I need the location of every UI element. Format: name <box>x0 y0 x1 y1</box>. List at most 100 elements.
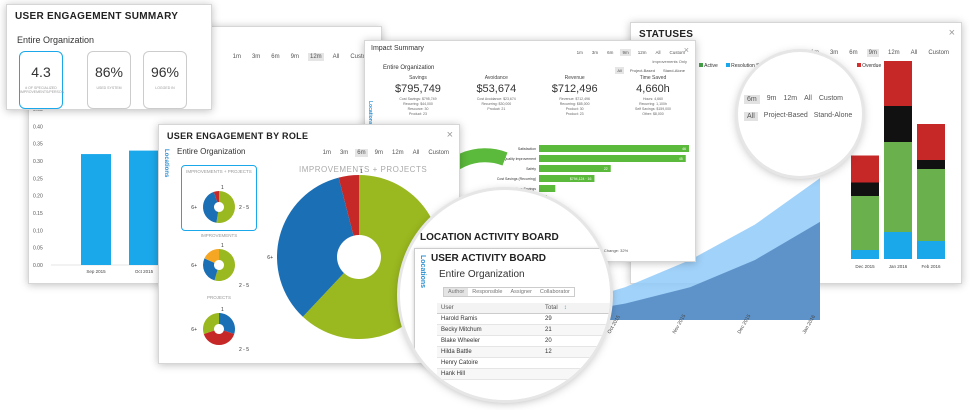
tab-custom[interactable]: Custom <box>928 50 949 56</box>
zoom-tab-custom[interactable]: Custom <box>818 95 843 102</box>
panel-title: USER ENGAGEMENT SUMMARY <box>15 11 179 22</box>
mini-donut-slice <box>216 191 235 223</box>
filter-project-based[interactable]: Project-Based <box>629 68 655 73</box>
user-total: 20 <box>545 338 552 344</box>
user-activity-panel: Locations USER ACTIVITY BOARD Entire Org… <box>414 248 610 400</box>
role-tab-responsible[interactable]: Responsible <box>472 289 503 295</box>
user-name: Harold Ramis <box>441 316 478 322</box>
table-row[interactable]: Harold Ramis 29 <box>437 314 610 325</box>
category-label: Cost Savings (Recurring) <box>497 177 536 181</box>
tab-3m[interactable]: 3m <box>591 50 599 55</box>
kpi-logged-in[interactable]: 96% LOGGED IN <box>143 51 187 109</box>
tab-6m[interactable]: 6m <box>607 50 614 55</box>
table-row[interactable]: Hilda Battle 12 <box>437 347 610 358</box>
filter-stand-alone[interactable]: Stand-Alone <box>662 68 685 73</box>
stacked-segment <box>884 232 912 259</box>
zoom-filter-project[interactable]: Project-Based <box>763 112 808 119</box>
mini-donut-slice <box>203 313 219 334</box>
tab-12m[interactable]: 12m <box>391 150 404 156</box>
stacked-segment <box>851 250 879 259</box>
metric-savings: Savings $795,749 Cost Savings: $795,749 R… <box>395 75 441 116</box>
tab-12m[interactable]: 12m <box>637 50 647 55</box>
tab-1m[interactable]: 1m <box>322 150 331 156</box>
tab-custom[interactable]: Custom <box>669 50 685 55</box>
col-user[interactable]: User <box>441 305 454 311</box>
y-tick-label: 0.35 <box>33 142 43 148</box>
tab-3m[interactable]: 3m <box>339 150 349 156</box>
kpi-improvements-per-person[interactable]: 4.3 # OF SPECIALIZED IMPROVEMENTS/PERSON <box>19 51 64 109</box>
filter-tabs: All Project-Based Stand-Alone <box>615 67 687 74</box>
bar <box>81 154 111 265</box>
tab-1m[interactable]: 1m <box>576 50 583 55</box>
zoom-filters: All Project-Based Stand-Alone <box>744 112 852 121</box>
tab-1m[interactable]: 1m <box>232 54 241 60</box>
tab-3m[interactable]: 3m <box>829 50 839 56</box>
side-tab-locations[interactable]: Locations <box>163 149 169 178</box>
close-icon[interactable]: × <box>683 45 689 55</box>
org-title: Entire Organization <box>17 35 95 45</box>
filter-all[interactable]: All <box>615 67 624 74</box>
timeframe-zoom-circle: 6m 9m 12m All Custom All Project-Based S… <box>738 52 862 176</box>
tab-9m[interactable]: 9m <box>374 150 383 156</box>
stacked-segment <box>917 241 945 259</box>
bar <box>539 175 595 182</box>
slice-label: 1 <box>221 307 224 313</box>
tab-all[interactable]: All <box>655 50 661 55</box>
table-row[interactable]: Henry Catoire <box>437 358 610 369</box>
slice-label: 6+ <box>191 205 197 211</box>
slice-label: 6+ <box>267 255 273 261</box>
role-tab-author[interactable]: Author <box>444 288 469 296</box>
table-row[interactable]: Blake Wheeler 20 <box>437 336 610 347</box>
close-icon[interactable]: × <box>948 27 955 39</box>
metric-time-saved: Time Saved 4,660h Hours: 4,660 Recurring:… <box>634 75 671 116</box>
metric-avoidance: Avoidance $53,674 Cost Avoidance: $23,67… <box>476 75 517 111</box>
y-tick-label: 0.10 <box>33 228 43 234</box>
tab-12m[interactable]: 12m <box>307 53 324 61</box>
activity-table: User Total ↕ Harold Ramis 29 Becky Mitchum… <box>437 303 610 380</box>
zoom-filter-all[interactable]: All <box>744 112 758 121</box>
tab-all[interactable]: All <box>412 150 420 156</box>
mini-donut-slice <box>203 258 218 281</box>
tab-12m[interactable]: 12m <box>887 50 900 56</box>
stacked-segment <box>884 106 912 142</box>
close-icon[interactable]: × <box>446 129 453 141</box>
side-tab-locations[interactable]: Locations <box>367 101 373 125</box>
side-tab-locations[interactable]: Locations <box>419 255 426 289</box>
user-board-title: USER ACTIVITY BOARD <box>431 253 547 264</box>
tab-6m[interactable]: 6m <box>849 50 858 56</box>
zoom-filter-stand[interactable]: Stand-Alone <box>813 112 853 119</box>
stacked-segment <box>851 155 879 183</box>
zoom-tab-9m[interactable]: 9m <box>766 95 777 102</box>
col-total[interactable]: Total <box>545 305 558 311</box>
mini-title-0: IMPROVEMENTS + PROJECTS <box>186 169 252 174</box>
tab-3m[interactable]: 3m <box>251 54 261 60</box>
timeframe-tabs: 1m 3m 6m 9m 12m All Custom <box>321 149 451 157</box>
stacked-segment <box>917 160 945 169</box>
y-tick-label: 0.25 <box>33 176 43 182</box>
tab-6m[interactable]: 6m <box>271 54 280 60</box>
tab-custom[interactable]: Custom <box>428 150 449 156</box>
tab-9m[interactable]: 9m <box>866 49 879 57</box>
zoom-tab-6m[interactable]: 6m <box>744 95 760 104</box>
tab-9m[interactable]: 9m <box>290 54 299 60</box>
engagement-summary-panel: USER ENGAGEMENT SUMMARY Entire Organizat… <box>6 4 212 110</box>
tab-9m[interactable]: 9m <box>620 49 631 56</box>
kpi-used-system[interactable]: 86% USED SYSTEM <box>87 51 131 109</box>
user-total: 12 <box>545 349 552 355</box>
tab-all[interactable]: All <box>332 54 340 60</box>
zoom-tab-12m[interactable]: 12m <box>783 95 798 102</box>
stacked-segment <box>917 169 945 241</box>
zoom-tab-all[interactable]: All <box>804 95 812 102</box>
tab-all[interactable]: All <box>910 50 918 56</box>
legend-active: Active <box>699 63 718 69</box>
role-tab-assigner[interactable]: Assigner <box>510 289 532 295</box>
sort-icon[interactable]: ↕ <box>563 305 567 311</box>
tab-6m[interactable]: 6m <box>355 149 368 157</box>
role-tab-collaborator[interactable]: Collaborator <box>539 289 570 295</box>
mini-chart-selected[interactable] <box>181 165 257 231</box>
table-row[interactable]: Becky Mitchum 21 <box>437 325 610 336</box>
legend: Active Resolution Submitted Overdue <box>699 63 881 69</box>
table-row[interactable]: Hank Hill <box>437 369 610 380</box>
tab-custom[interactable]: Custom <box>350 54 371 60</box>
